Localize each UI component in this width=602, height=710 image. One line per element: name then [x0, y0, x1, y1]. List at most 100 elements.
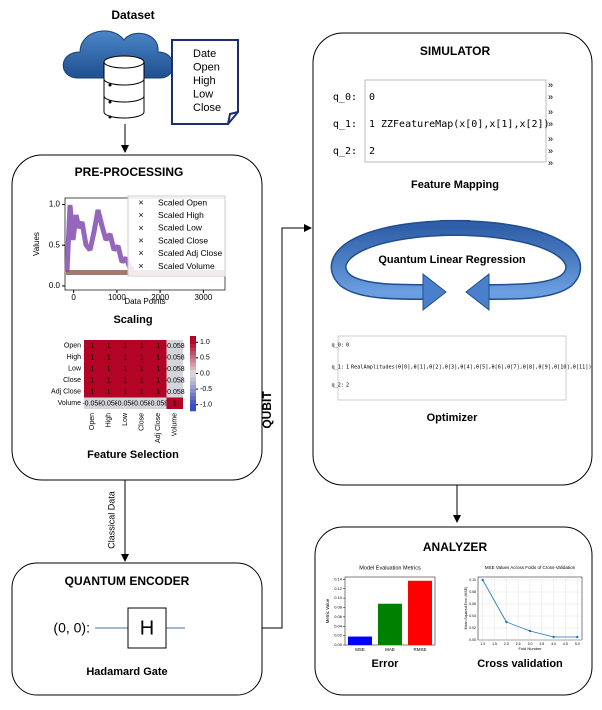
- heatmap-cell: [117, 340, 134, 352]
- x-tick-label: 0: [71, 293, 76, 302]
- x-tick-label: 3000: [194, 293, 212, 302]
- cell-label: 1: [107, 355, 111, 362]
- legend-marker: ×: [138, 235, 143, 245]
- cell-label: 1: [140, 389, 144, 396]
- circuit-box: [364, 79, 547, 163]
- cell-label: 1: [107, 366, 111, 373]
- cell-label: 1: [90, 366, 94, 373]
- row-label: Open: [64, 343, 81, 350]
- heatmap-cell: [100, 397, 117, 409]
- dataset-field: High: [193, 75, 216, 87]
- y-tick-label: 0.0: [49, 281, 61, 290]
- dataset-icon: [62, 30, 239, 125]
- cell-label: 1: [123, 343, 127, 350]
- row-label: Low: [68, 366, 82, 373]
- x-tick-label: 2000: [151, 293, 169, 302]
- cell-label: 1: [173, 401, 177, 408]
- loop-arrows: [330, 219, 582, 312]
- heatmap-cell: [166, 363, 183, 375]
- cell-label: 1: [123, 355, 127, 362]
- y-tick-label: 0.00: [469, 638, 476, 642]
- chart-title: Model Evaluation Metrics: [359, 565, 421, 571]
- heatmap-cell: [100, 386, 117, 398]
- cell-label: -0.058: [82, 401, 102, 408]
- analyzer-title: ANALYZER: [423, 540, 488, 554]
- colorbar-segment: [190, 388, 196, 393]
- colorbar-segment: [190, 343, 196, 348]
- x-tick-label: RMSE: [413, 647, 426, 652]
- colorbar-segment: [190, 399, 196, 404]
- heatmap-cell: [133, 374, 150, 386]
- wire-label: q_2:: [333, 146, 357, 157]
- wire-index: 0: [369, 92, 375, 103]
- cell-label: 1: [156, 355, 160, 362]
- heatmap-cell: [117, 374, 134, 386]
- wire-label: q_0:: [332, 343, 345, 349]
- loop-label: Quantum Linear Regression: [378, 254, 526, 266]
- gate-label: H: [140, 617, 154, 639]
- continuation: »: [548, 157, 553, 167]
- heatmap-cell: [133, 351, 150, 363]
- cv-caption: Cross validation: [477, 658, 563, 670]
- cell-label: -0.058: [132, 401, 152, 408]
- colorbar-segment: [190, 407, 196, 412]
- heatmap-cell: [117, 351, 134, 363]
- encoder-caption: Hadamard Gate: [86, 666, 167, 678]
- y-tick-label: 0.10: [334, 595, 343, 600]
- heatmap-cell: [84, 397, 101, 409]
- wire-label: q_0:: [333, 92, 357, 103]
- cell-label: 1: [107, 343, 111, 350]
- y-tick-label: 0.08: [334, 605, 343, 610]
- y-tick-label: 0.04: [469, 614, 476, 618]
- error-caption: Error: [372, 658, 400, 670]
- y-tick-label: 0.08: [469, 590, 476, 594]
- cell-label: 1: [140, 343, 144, 350]
- cell-label: 1: [140, 355, 144, 362]
- y-tick-label: 0.02: [469, 626, 476, 630]
- colorbar-segment: [190, 339, 196, 344]
- row-label: Volume: [58, 400, 81, 407]
- cell-label: 1: [90, 378, 94, 385]
- qubit-label: (0, 0):: [53, 620, 90, 636]
- row-label: High: [67, 354, 82, 361]
- colorbar-segment: [190, 362, 196, 367]
- cell-label: -0.058: [99, 401, 119, 408]
- heatmap-cell: [166, 386, 183, 398]
- heatmap-cell: [117, 386, 134, 398]
- heatmap-cell: [100, 374, 117, 386]
- x-tick-label: 1.5: [492, 642, 497, 646]
- x-tick-label: 4.0: [551, 642, 556, 646]
- heatmap-cell: [166, 397, 183, 409]
- gate-label: RealAmplitudes(θ[0],θ[1],θ[2],θ[3],θ[4],…: [351, 365, 591, 371]
- x-tick-label: 1.0: [480, 642, 485, 646]
- continuation: »: [548, 91, 553, 101]
- x-tick-label: 2.0: [504, 642, 509, 646]
- cell-label: 1: [156, 378, 160, 385]
- bar: [348, 636, 372, 645]
- heatmap-cell: [150, 374, 167, 386]
- heatmap-cell: [100, 351, 117, 363]
- x-tick-label: 2.5: [516, 642, 521, 646]
- wire-index: 1: [346, 365, 349, 371]
- x-tick-label: 3.5: [539, 642, 544, 646]
- x-axis-label: Fold Number: [518, 646, 542, 651]
- colorbar-segment: [190, 354, 196, 359]
- row-label: Adj Close: [51, 389, 81, 396]
- cell-label: 1: [90, 389, 94, 396]
- cell-label: 1: [90, 355, 94, 362]
- heatmap-cell: [150, 386, 167, 398]
- x-tick-label: 1000: [108, 293, 126, 302]
- heatmap-cell: [166, 351, 183, 363]
- y-axis-label: Metric Value: [325, 598, 330, 623]
- continuation: »: [548, 133, 553, 143]
- column-label: Adj Close: [155, 413, 162, 443]
- preprocessing-title: PRE-PROCESSING: [75, 165, 184, 179]
- scaling-caption: Scaling: [113, 314, 152, 326]
- colorbar-segment: [190, 384, 196, 389]
- y-axis-label: Values: [32, 232, 41, 256]
- colorbar-segment: [190, 336, 196, 341]
- cell-label: 1: [156, 389, 160, 396]
- legend-box: [127, 195, 226, 277]
- x-tick-label: 3.0: [528, 642, 533, 646]
- point: [481, 578, 484, 582]
